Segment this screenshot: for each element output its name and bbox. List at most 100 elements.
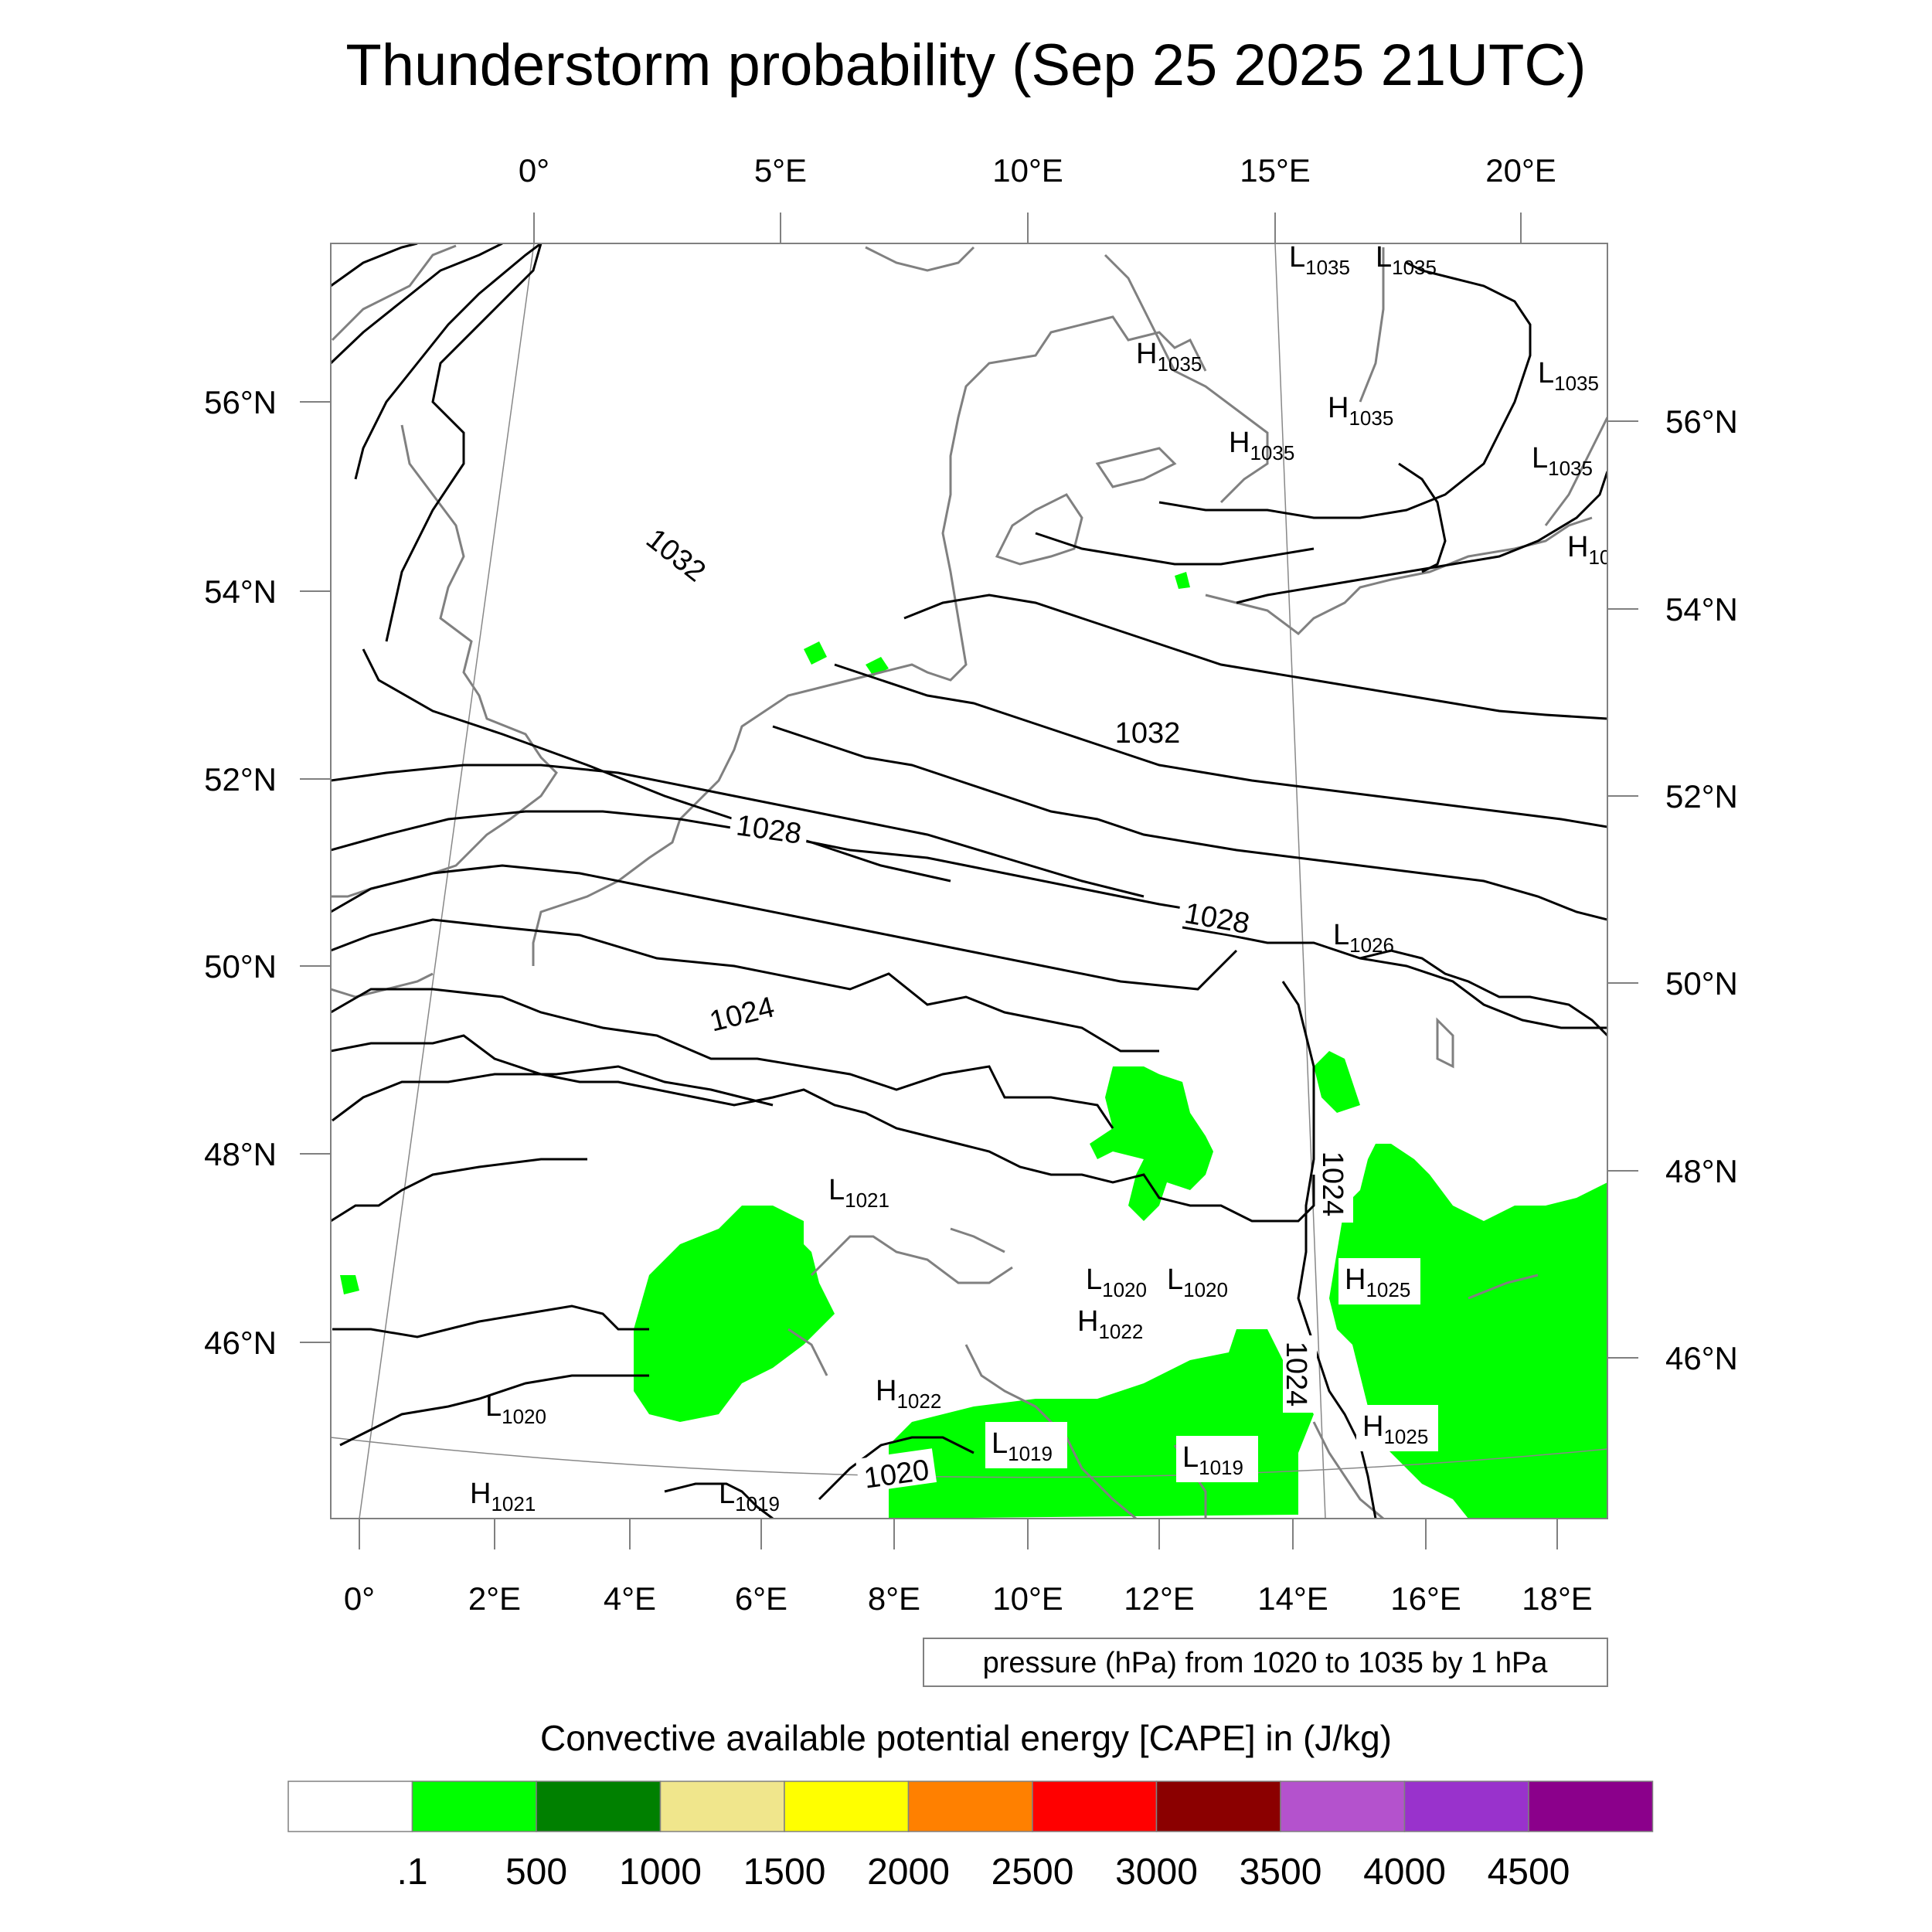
contour-info-box: pressure (hPa) from 1020 to 1035 by 1 hP…	[923, 1638, 1608, 1687]
pressure-center-letter: H1022	[876, 1375, 941, 1413]
right-lat-labels: 56°N 54°N 52°N 50°N 48°N 46°N	[1665, 403, 1738, 1376]
pressure-center-value: 1020	[1183, 1278, 1228, 1301]
colorbar-tick-label: 500	[505, 1852, 567, 1893]
colorbar-tick-label: 2000	[867, 1852, 950, 1893]
pressure-center-value: 1020	[502, 1405, 546, 1428]
pressure-center-label: L1035	[1289, 241, 1350, 279]
colorbar-tick-label: 1500	[743, 1852, 826, 1893]
lon-tick-label: 6°E	[735, 1580, 787, 1617]
lon-tick-label: 0°	[519, 152, 549, 189]
lon-tick-label: 16°E	[1390, 1580, 1461, 1617]
isobars	[331, 243, 1607, 1519]
top-lon-axis	[533, 213, 1522, 243]
lon-tick-label: 5°E	[754, 152, 807, 189]
pressure-center-value: 1035	[1250, 441, 1294, 464]
pressure-center-value: 1025	[1383, 1425, 1428, 1448]
colorbar-swatch	[1155, 1781, 1281, 1832]
lon-tick-label: 15°E	[1240, 152, 1311, 189]
colorbar-swatch	[411, 1781, 537, 1832]
pressure-center-value: 1035	[1157, 352, 1202, 376]
colorbar-swatch	[287, 1781, 413, 1832]
pressure-center-label: H1025	[1356, 1405, 1438, 1451]
pressure-center-value: 10	[1588, 546, 1611, 569]
colorbar-swatch	[1032, 1781, 1158, 1832]
colorbar-swatch	[784, 1781, 910, 1832]
lon-tick-label: 8°E	[868, 1580, 920, 1617]
map-title: Thunderstorm probability (Sep 25 2025 21…	[345, 32, 1586, 98]
pressure-center-value: 1035	[1349, 406, 1393, 430]
colorbar-swatch	[1280, 1781, 1406, 1832]
pressure-center-label: H1025	[1338, 1258, 1420, 1304]
pressure-center-label: H1022	[876, 1375, 941, 1413]
colorbar-tick-label: 3000	[1115, 1852, 1198, 1893]
lat-tick-label: 54°N	[204, 573, 277, 610]
pressure-center-value: 1035	[1548, 457, 1593, 480]
pressure-center-value: 1019	[735, 1492, 780, 1515]
lat-tick-label: 56°N	[204, 384, 277, 420]
pressure-center-value: 1035	[1392, 256, 1437, 279]
pressure-center-value: 1019	[1199, 1456, 1243, 1479]
right-lat-axis	[1607, 420, 1638, 1359]
top-lon-labels: 0° 5°E 10°E 15°E 20°E	[519, 152, 1556, 189]
pressure-center-value: 1026	[1349, 934, 1394, 957]
colorbar-tick-label: .1	[396, 1852, 427, 1893]
colorbar-tick-label: 1000	[619, 1852, 702, 1893]
pressure-center-value: 1020	[1102, 1278, 1147, 1301]
lat-tick-label: 50°N	[204, 948, 277, 985]
lon-tick-label: 20°E	[1485, 152, 1556, 189]
lat-tick-label: 54°N	[1665, 591, 1738, 628]
colorbar-swatch	[536, 1781, 662, 1832]
lon-tick-label: 12°E	[1124, 1580, 1195, 1617]
lon-tick-label: 14°E	[1257, 1580, 1328, 1617]
lat-tick-label: 46°N	[204, 1325, 277, 1361]
pressure-center-letter: H1022	[1077, 1305, 1143, 1343]
pressure-center-label: L1020	[1080, 1258, 1162, 1304]
lon-tick-label: 0°	[344, 1580, 375, 1617]
left-lat-axis	[300, 401, 331, 1343]
bottom-lon-axis	[359, 1519, 1558, 1549]
lat-tick-label: 48°N	[1665, 1153, 1738, 1189]
colorbar-swatch	[659, 1781, 785, 1832]
lon-tick-label: 10°E	[992, 152, 1063, 189]
isobar-label: 1024	[1280, 1342, 1312, 1407]
pressure-center-value: 1021	[491, 1492, 536, 1515]
colorbar-swatch	[907, 1781, 1033, 1832]
colorbar-tick-label: 2500	[992, 1852, 1074, 1893]
isobar-label: 1024	[1316, 1151, 1349, 1217]
left-lat-labels: 56°N 54°N 52°N 50°N 48°N 46°N	[204, 384, 277, 1361]
colorbar-swatch	[1403, 1781, 1529, 1832]
pressure-center-value: 1035	[1305, 256, 1350, 279]
pressure-center-value: 1035	[1554, 372, 1599, 395]
pressure-center-value: 1019	[1008, 1442, 1053, 1465]
lon-tick-label: 18°E	[1522, 1580, 1593, 1617]
contour-info-text: pressure (hPa) from 1020 to 1035 by 1 hP…	[983, 1647, 1549, 1679]
map-frame	[330, 243, 1608, 1519]
isobar-label: 1032	[1115, 717, 1181, 750]
lat-tick-label: 46°N	[1665, 1340, 1738, 1376]
pressure-center-label: H10	[1567, 531, 1611, 569]
pressure-center-value: 1022	[896, 1389, 941, 1413]
colorbar-tick-label: 4000	[1363, 1852, 1446, 1893]
lat-tick-label: 56°N	[1665, 403, 1738, 440]
lon-tick-label: 4°E	[604, 1580, 656, 1617]
pressure-center-label: L1020	[1161, 1258, 1243, 1304]
bottom-lon-labels: 0° 2°E 4°E 6°E 8°E 10°E 12°E 14°E 16°E 1…	[344, 1580, 1593, 1617]
pressure-center-letter: L1035	[1289, 241, 1350, 279]
pressure-center-value: 1025	[1366, 1278, 1410, 1301]
lat-tick-label: 48°N	[204, 1136, 277, 1172]
lat-tick-label: 52°N	[204, 761, 277, 798]
pressure-center-label: L1019	[1176, 1436, 1258, 1482]
lon-tick-label: 10°E	[992, 1580, 1063, 1617]
lon-tick-label: 2°E	[468, 1580, 521, 1617]
pressure-center-label: L1019	[985, 1422, 1067, 1468]
colorbar-swatch	[1528, 1781, 1654, 1832]
lat-tick-label: 50°N	[1665, 965, 1738, 1002]
pressure-center-value: 1021	[845, 1189, 889, 1212]
map-area: 1032 1032 1028 1028 1024 1024	[331, 241, 1611, 1519]
pressure-center-value: 1022	[1098, 1320, 1143, 1343]
colorbar-title: Convective available potential energy [C…	[540, 1718, 1392, 1758]
pressure-center-letter: H10	[1567, 531, 1611, 569]
colorbar-tick-label: 4500	[1488, 1852, 1570, 1893]
pressure-center-label: H1022	[1071, 1300, 1153, 1346]
